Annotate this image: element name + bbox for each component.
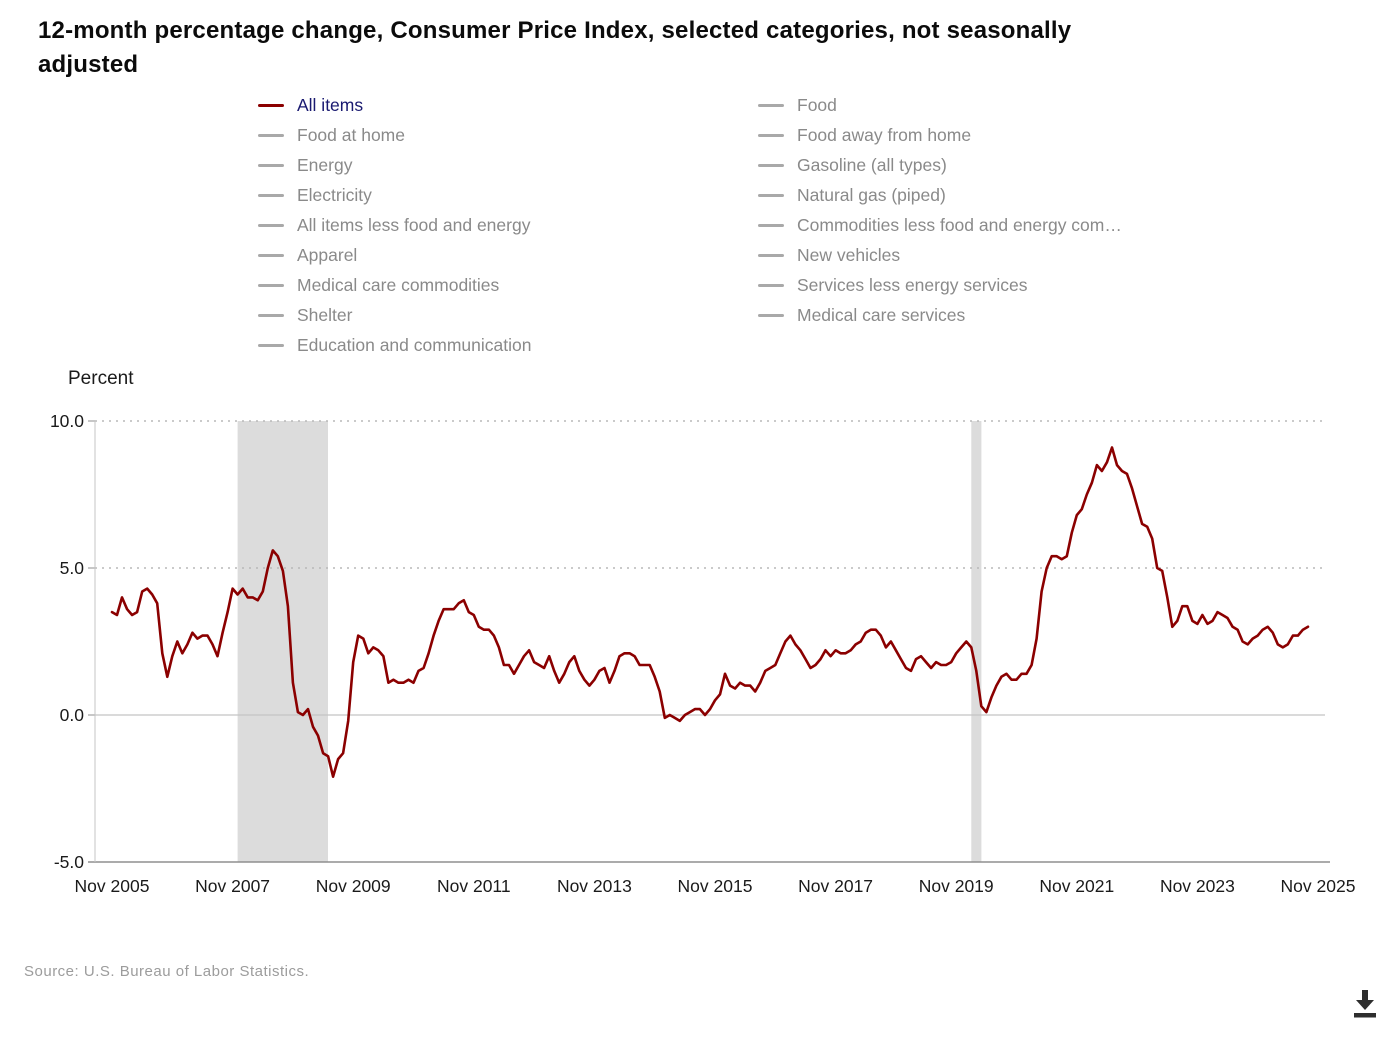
legend-line-swatch: [758, 283, 784, 287]
legend-item-all-items-less-food-and-energy[interactable]: All items less food and energy: [258, 210, 758, 240]
legend-item-label: Electricity: [297, 184, 372, 205]
y-tick-label: 0.0: [60, 705, 85, 725]
legend-item-gasoline-all-types[interactable]: Gasoline (all types): [758, 150, 1122, 180]
legend-item-electricity[interactable]: Electricity: [258, 180, 758, 210]
legend-item-label: Energy: [297, 154, 353, 175]
legend-item-label: New vehicles: [797, 244, 901, 265]
legend-line-swatch: [258, 163, 284, 167]
legend-item-label: Medical care commodities: [297, 274, 500, 295]
x-tick-label: Nov 2019: [919, 876, 994, 896]
legend-item-all-items[interactable]: All items: [258, 90, 758, 120]
legend-item-medical-care-services[interactable]: Medical care services: [758, 300, 1122, 330]
legend-item-shelter[interactable]: Shelter: [258, 300, 758, 330]
legend-line-swatch: [758, 223, 784, 227]
legend-line-swatch: [258, 313, 284, 317]
legend-item-food-at-home[interactable]: Food at home: [258, 120, 758, 150]
legend-line-swatch: [758, 253, 784, 257]
legend-item-services-less-energy-services[interactable]: Services less energy services: [758, 270, 1122, 300]
legend-item-label: Apparel: [297, 244, 358, 265]
x-tick-label: Nov 2007: [195, 876, 270, 896]
legend-line-swatch: [258, 283, 284, 287]
legend-line-swatch: [758, 193, 784, 197]
legend-column-1: All items Food at home Energy Electricity Al…: [258, 90, 758, 360]
legend-item-label: Services less energy services: [797, 274, 1028, 295]
legend-item-medical-care-commodities[interactable]: Medical care commodities: [258, 270, 758, 300]
legend-line-swatch: [258, 193, 284, 197]
legend-line-swatch: [758, 133, 784, 137]
cpi-line-chart-svg: 10.0 5.0 0.0 -5.0 Nov 2005 Nov 2007 Nov 2009 No…: [50, 411, 1356, 896]
source-note: Source: U.S. Bureau of Labor Statistics.: [24, 963, 310, 980]
legend-item-apparel[interactable]: Apparel: [258, 240, 758, 270]
legend-item-label: Gasoline (all types): [797, 154, 947, 175]
legend-column-2: Food Food away from home Gasoline (all typ…: [758, 90, 1122, 360]
legend-item-label: Food at home: [297, 124, 405, 145]
legend-item-label: Education and communication: [297, 334, 532, 355]
legend-item-label: Food: [797, 94, 837, 115]
legend-item-label: Shelter: [297, 304, 353, 325]
x-tick-label: Nov 2017: [798, 876, 873, 896]
download-button[interactable]: [1342, 980, 1388, 1026]
legend-line-swatch: [758, 163, 784, 167]
chart-title: 12-month percentage change, Consumer Pri…: [38, 17, 1072, 79]
legend-item-education-and-communication[interactable]: Education and communication: [258, 330, 758, 360]
x-tick-label: Nov 2013: [557, 876, 632, 896]
legend-item-label: All items less food and energy: [297, 214, 531, 235]
x-tick-label: Nov 2021: [1039, 876, 1114, 896]
legend-item-label: All items: [297, 94, 364, 115]
x-tick-label: Nov 2011: [437, 876, 511, 896]
y-tick-label: 5.0: [60, 558, 85, 578]
legend-line-swatch: [258, 103, 284, 107]
legend-item-label: Medical care services: [797, 304, 966, 325]
x-tick-label: Nov 2023: [1160, 876, 1235, 896]
legend-item-food-away-from-home[interactable]: Food away from home: [758, 120, 1122, 150]
y-tick-label: 10.0: [50, 411, 84, 431]
legend-line-swatch: [758, 313, 784, 317]
legend-item-new-vehicles[interactable]: New vehicles: [758, 240, 1122, 270]
recession-band: [971, 421, 982, 862]
legend-line-swatch: [758, 103, 784, 107]
x-tick-label: Nov 2025: [1281, 876, 1356, 896]
x-tick-label: Nov 2015: [678, 876, 753, 896]
recession-band: [237, 421, 328, 862]
legend-line-swatch: [258, 343, 284, 347]
series-line-all-items: [110, 446, 1310, 778]
x-tick-label: Nov 2005: [75, 876, 150, 896]
y-tick-label: -5.0: [54, 852, 84, 872]
legend-line-swatch: [258, 253, 284, 257]
cpi-line-chart: 10.0 5.0 0.0 -5.0 Nov 2005 Nov 2007 Nov 2009 No…: [0, 400, 1400, 920]
legend-item-food[interactable]: Food: [758, 90, 1122, 120]
legend-item-commodities-less-food-and-energy-com[interactable]: Commodities less food and energy com…: [758, 210, 1122, 240]
x-tick-label: Nov 2009: [316, 876, 391, 896]
legend-line-swatch: [258, 223, 284, 227]
legend-line-swatch: [258, 133, 284, 137]
legend-item-natural-gas-piped[interactable]: Natural gas (piped): [758, 180, 1122, 210]
y-axis-title: Percent: [68, 368, 134, 389]
legend-item-label: Natural gas (piped): [797, 184, 946, 205]
download-icon: [1354, 990, 1376, 1018]
legend-item-energy[interactable]: Energy: [258, 150, 758, 180]
chart-legend: All items Food at home Energy Electricity Al…: [258, 90, 1122, 360]
legend-item-label: Food away from home: [797, 124, 972, 145]
legend-item-label: Commodities less food and energy com…: [797, 214, 1122, 235]
